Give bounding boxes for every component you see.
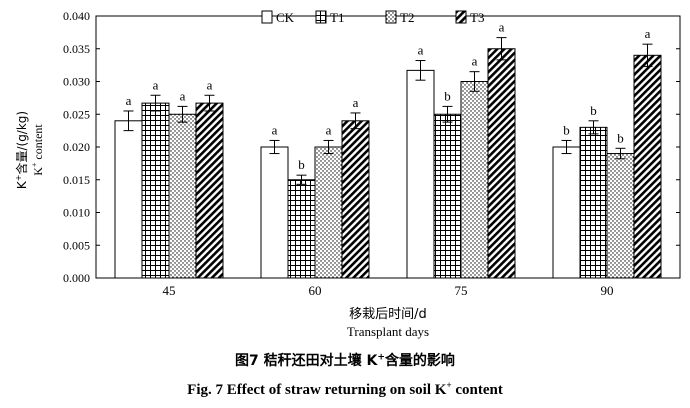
y-tick-label: 0.035 <box>63 42 90 56</box>
significance-letter: b <box>444 88 451 103</box>
y-axis-label-en: K+ content <box>30 124 45 176</box>
significance-letter: a <box>418 43 424 58</box>
bar-t3 <box>633 54 662 279</box>
bar-t3 <box>195 102 224 279</box>
significance-letter: a <box>353 95 359 110</box>
y-tick-label: 0.020 <box>63 140 90 154</box>
significance-letter: b <box>590 103 597 118</box>
y-tick-label: 0.010 <box>63 206 90 220</box>
x-tick-label: 90 <box>601 283 614 298</box>
bar-t1 <box>141 102 170 279</box>
legend-label-t2: T2 <box>400 10 414 25</box>
legend: CK T1 T2 T3 <box>261 10 484 25</box>
legend-swatch-t3 <box>455 10 467 24</box>
x-axis-label-cn: 移栽后时间/d <box>349 306 427 322</box>
x-tick-label: 45 <box>163 283 176 298</box>
x-axis-label-en: Transplant days <box>347 324 429 339</box>
legend-swatch-t1 <box>315 10 327 24</box>
significance-letter: a <box>326 122 332 137</box>
significance-letter: a <box>645 26 651 41</box>
significance-letter: a <box>499 20 505 35</box>
bar-ck <box>114 120 143 279</box>
x-tick-label: 60 <box>309 283 322 298</box>
significance-letter: b <box>617 130 624 145</box>
bar-t2 <box>606 153 635 279</box>
bar-t2 <box>168 113 197 279</box>
significance-letter: a <box>272 122 278 137</box>
bar-ck <box>260 146 289 279</box>
legend-label-ck: CK <box>276 10 295 25</box>
y-tick-label: 0.000 <box>63 271 90 285</box>
bar-chart: 0.000 0.005 0.010 0.015 0.020 0.025 0.030 0.035… <box>14 9 681 339</box>
legend-swatch-t2 <box>385 10 397 24</box>
figure-caption-cn: 图7 秸秆还田对土壤 K+含量的影响 <box>235 352 455 369</box>
bar-t2 <box>460 81 489 279</box>
significance-letter: b <box>298 157 305 172</box>
bar-t1 <box>287 179 316 279</box>
y-tick-label: 0.025 <box>63 107 90 121</box>
bar-t3 <box>341 120 370 279</box>
bar-t1 <box>433 113 462 279</box>
bar-t3 <box>487 48 516 279</box>
significance-letter: a <box>126 93 132 108</box>
bars: a a a a a b a a a b a a b b b a <box>114 20 662 279</box>
legend-label-t3: T3 <box>470 10 484 25</box>
bar-t2 <box>314 146 343 279</box>
significance-letter: a <box>153 77 159 92</box>
legend-label-t1: T1 <box>330 10 344 25</box>
significance-letter: a <box>180 88 186 103</box>
y-tick-label: 0.040 <box>63 9 90 23</box>
significance-letter: b <box>563 122 570 137</box>
figure-caption-en: Fig. 7 Effect of straw returning on soil… <box>187 380 503 398</box>
significance-letter: a <box>207 77 213 92</box>
legend-swatch-ck <box>261 10 273 24</box>
y-tick-label: 0.005 <box>63 238 90 252</box>
significance-letter: a <box>472 54 478 69</box>
bar-ck <box>406 69 435 279</box>
bar-ck <box>552 146 581 279</box>
x-tick-label: 75 <box>455 283 468 298</box>
y-axis-label-cn: K+含量/(g/kg) <box>14 111 29 189</box>
bar-t1 <box>579 126 608 279</box>
y-tick-label: 0.030 <box>63 75 90 89</box>
axes: 0.000 0.005 0.010 0.015 0.020 0.025 0.030 0.035… <box>63 9 681 298</box>
y-tick-label: 0.015 <box>63 173 90 187</box>
